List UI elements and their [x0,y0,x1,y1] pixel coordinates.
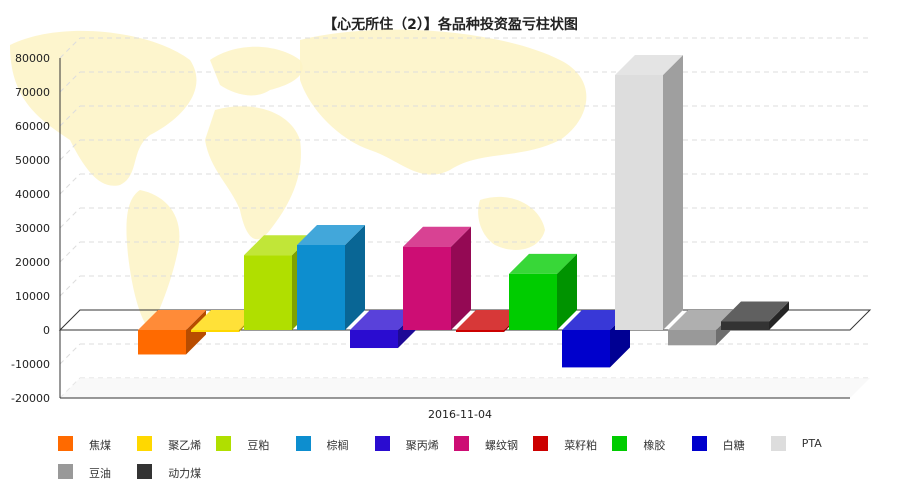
map-blob [205,106,301,240]
bar-top [244,235,312,256]
y-tick-label: 0 [43,324,50,337]
grid-line-diagonal [59,377,81,399]
bar-top [350,310,418,330]
legend-swatch [58,436,73,451]
y-tick-label: 30000 [15,222,50,235]
bar-top [403,226,471,247]
bar-top [509,253,577,274]
bar-6 [403,226,471,330]
axes [59,58,850,399]
legend-label: 白糖 [722,439,745,452]
grid-line-diagonal [59,105,81,127]
bar-top [562,310,630,330]
legend-swatch [295,436,311,451]
bar-top [615,55,683,75]
y-tick-label: 10000 [15,290,50,303]
y-tick-labels: 80000 70000 60000 50000 40000 30000 20000 10000… [11,52,50,405]
bar-front [456,330,504,332]
y-tick-label: 70000 [15,86,50,99]
map-blob [126,190,180,330]
bar-side [345,225,365,330]
grid-line-diagonal [59,37,81,59]
bar-10 [615,55,683,330]
y-tick-label: 40000 [15,188,50,201]
bar-top [138,310,206,330]
bar-top [191,310,259,330]
legend-swatch [533,436,549,451]
legend-label: PTA [801,437,822,450]
bar-front [615,75,663,330]
bars [138,55,789,368]
bar-side [663,55,683,330]
legend-swatch [770,436,786,451]
bar-front [138,330,186,355]
bar-top [456,310,524,330]
bar-front [244,255,292,330]
legend-swatch [454,436,469,451]
legend-label: 棕榈 [326,439,349,452]
grid-line-diagonal [59,343,81,365]
legend-swatch [691,436,707,451]
grid-line-diagonal [59,241,81,263]
legend-label: 聚丙烯 [405,439,439,452]
legend-swatch [58,464,73,479]
bar-side [557,253,577,330]
grid-line-diagonal [59,207,81,229]
bar-4 [297,225,365,330]
legend-swatch [612,436,628,451]
bar-top [668,310,736,330]
legend-swatch [137,436,153,451]
bar-12 [721,301,789,330]
floor-band [60,378,870,398]
map-blob [210,46,303,96]
bar-front [350,330,398,349]
legend-label: 动力煤 [168,467,202,480]
bar-front [403,246,451,330]
bar-8 [509,253,577,330]
legend-label: 菜籽粕 [564,439,598,452]
bar-side [451,226,471,330]
map-blob [478,196,545,250]
x-tick-label: 2016-11-04 [428,408,492,421]
legend-label: 豆粕 [247,439,270,452]
y-tick-label: -20000 [11,392,50,405]
legend-swatch [216,436,232,451]
bar-front [562,330,610,368]
bar-front [191,330,239,332]
grid-line-diagonal [59,71,81,93]
map-blob [300,29,587,175]
legend-swatch [137,464,153,479]
legend-label: 橡胶 [643,439,666,452]
y-tick-label: 20000 [15,256,50,269]
grid-lines [59,37,870,399]
legend-swatch [374,436,390,451]
bar-top [721,301,789,322]
y-tick-label: 50000 [15,154,50,167]
grid-line-diagonal [59,275,81,297]
chart-title: 【心无所住（2）】各品种投资盈亏柱状图 [323,17,578,33]
bar-side [769,301,789,330]
legend-label: 焦煤 [89,439,111,452]
bar-front [721,321,769,330]
bar-11 [668,310,736,346]
y-tick-label: 60000 [15,120,50,133]
bar-front [509,273,557,330]
grid-line-diagonal [59,173,81,195]
map-blob [10,30,197,186]
legend-label: 豆油 [89,467,111,480]
y-tick-label: -10000 [11,358,50,371]
legend-label: 螺纹钢 [485,439,518,452]
bar-front [668,330,716,346]
x-tick-labels: 2016-11-04 [428,408,492,421]
grid-line-diagonal [59,139,81,161]
legend-label: 聚乙烯 [168,439,202,452]
bar-top [297,225,365,245]
y-tick-label: 80000 [15,52,50,65]
bar-front [297,245,345,330]
bar-5 [350,310,418,349]
